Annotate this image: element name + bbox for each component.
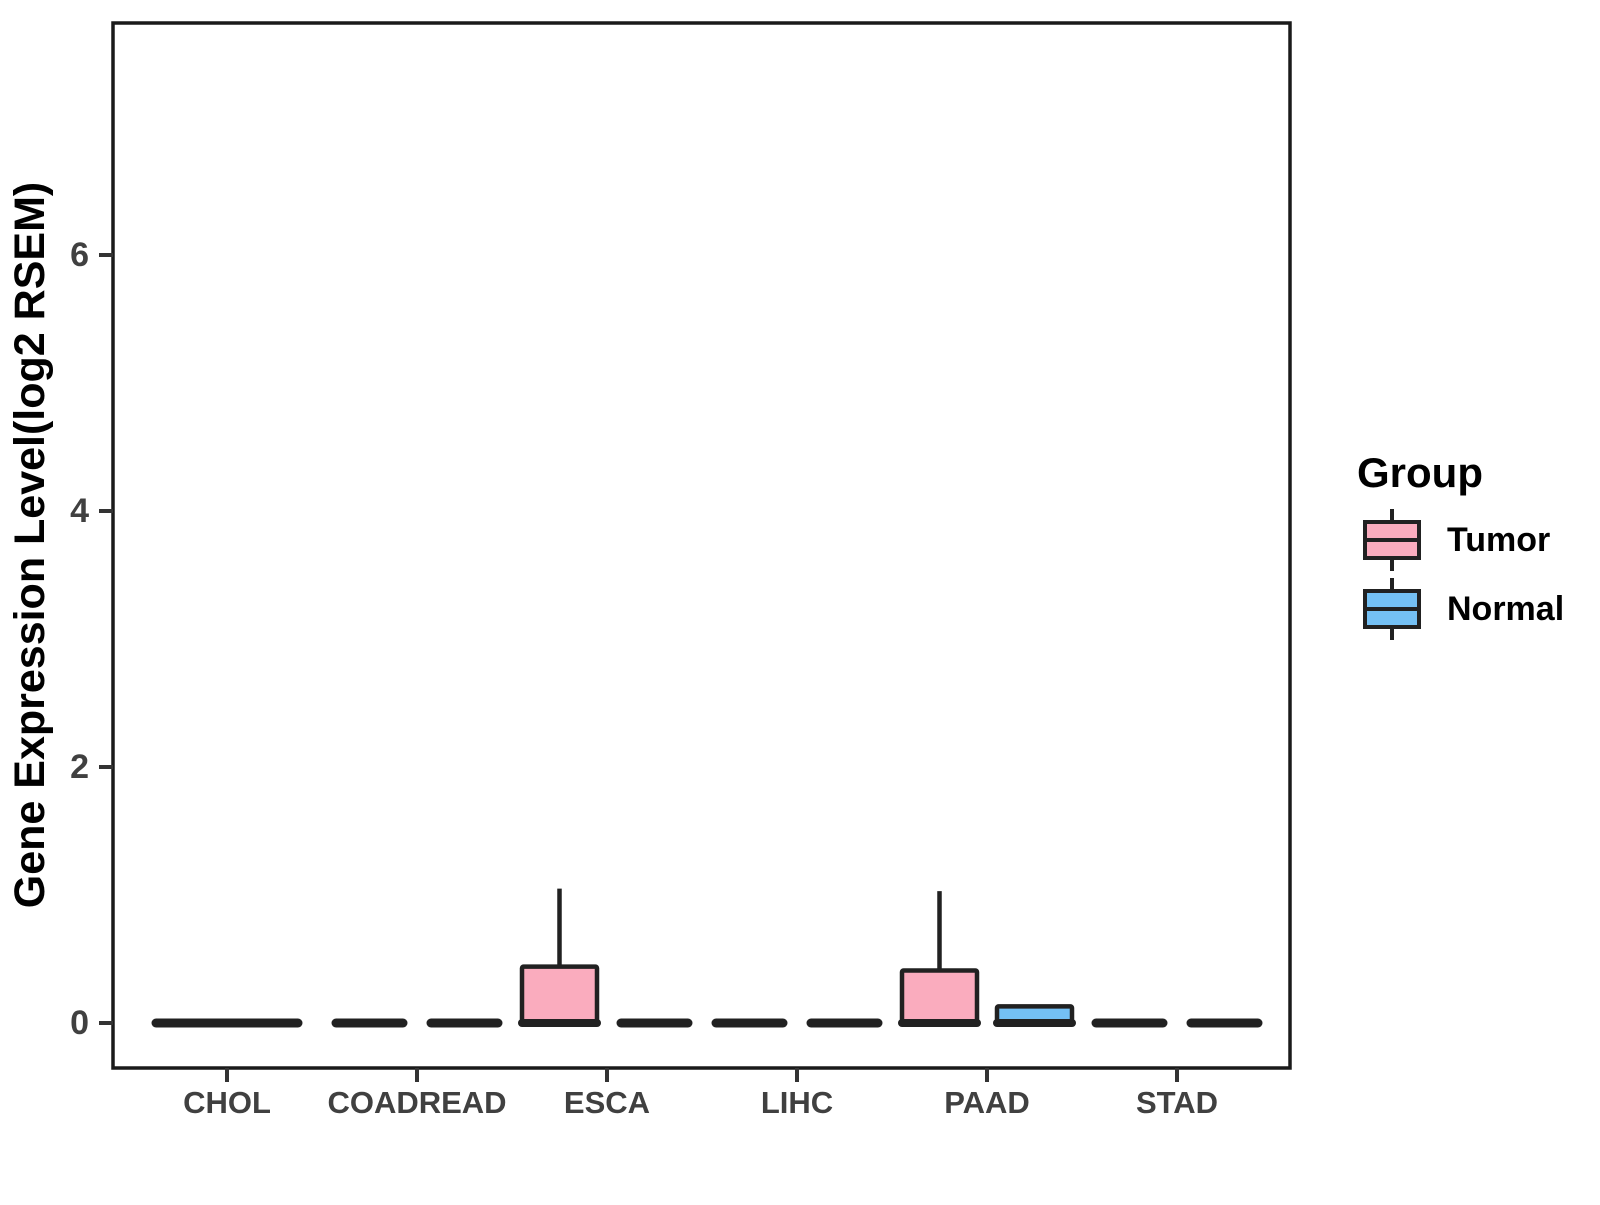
panel-border [111, 21, 1292, 1070]
x-tick-label-ESCA: ESCA [564, 1085, 650, 1120]
legend: Group Tumor Normal [1357, 449, 1564, 640]
y-tick-label-6: 6 [70, 236, 89, 274]
box-PAAD-Tumor-box [899, 968, 980, 1026]
x-tick-label-LIHC: LIHC [761, 1085, 833, 1120]
legend-title: Group [1357, 449, 1483, 496]
legend-label-Tumor: Tumor [1447, 521, 1550, 559]
legend-label-Normal: Normal [1447, 590, 1564, 628]
y-tick-label-0: 0 [70, 1004, 89, 1042]
y-axis-title: Gene Expression Level(log2 RSEM) [6, 182, 54, 908]
x-tick-label-COADREAD: COADREAD [327, 1085, 506, 1120]
x-tick-label-PAAD: PAAD [944, 1085, 1030, 1120]
x-tick-label-STAD: STAD [1136, 1085, 1218, 1120]
box-ESCA-Tumor-box [519, 964, 600, 1026]
x-tick-label-CHOL: CHOL [183, 1085, 271, 1120]
y-tick-label-2: 2 [70, 748, 89, 786]
y-tick-label-4: 4 [70, 492, 89, 530]
